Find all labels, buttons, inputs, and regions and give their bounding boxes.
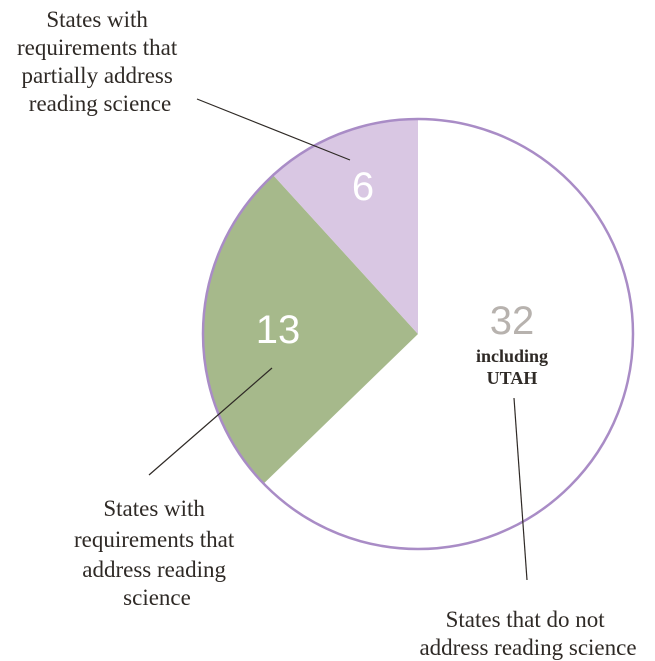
callout-not-address: States that do not address reading scien… bbox=[419, 607, 636, 660]
callout-partially-address: States with requirements that partially … bbox=[17, 7, 183, 116]
pie-slice-not-address bbox=[263, 119, 633, 549]
slice-note-line-1: including bbox=[476, 346, 548, 366]
callout-address: States with requirements that address re… bbox=[74, 496, 240, 610]
slice-note-line-2: UTAH bbox=[487, 368, 538, 388]
slice-value-not-address: 32 bbox=[490, 299, 535, 343]
pie-slice-partial bbox=[273, 119, 418, 334]
pie-slices bbox=[203, 119, 633, 549]
leader-line-address bbox=[148, 367, 273, 476]
leader-line-not-address bbox=[513, 397, 528, 581]
leader-line-partial bbox=[196, 98, 351, 161]
pie-slice-address bbox=[203, 175, 418, 484]
slice-value-address: 13 bbox=[256, 308, 301, 352]
slice-value-partial: 6 bbox=[352, 165, 374, 209]
pie-outline bbox=[201, 117, 635, 551]
